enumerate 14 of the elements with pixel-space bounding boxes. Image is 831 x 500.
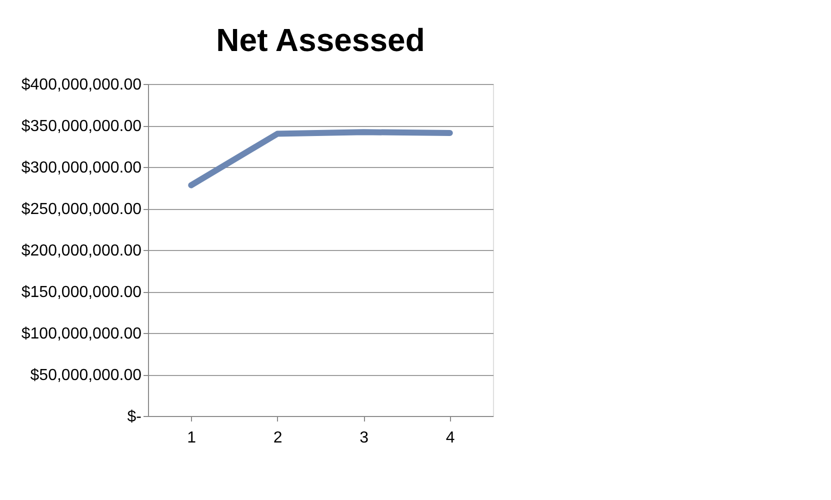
y-tick-label: $250,000,000.00 [21,201,142,218]
y-tick-label: $300,000,000.00 [21,160,142,176]
y-tick-label: $50,000,000.00 [30,367,142,384]
y-tick-label: $100,000,000.00 [21,326,142,342]
y-tick-label: $400,000,000.00 [21,76,142,94]
chart-title: Net Assessed [216,22,425,58]
x-tick-label: 4 [446,430,455,446]
y-tick-label: $350,000,000.00 [21,118,142,135]
x-tick-label: 2 [273,430,282,446]
y-tick-label: $- [127,408,142,426]
y-tick-label: $150,000,000.00 [21,284,142,301]
y-tick-label: $200,000,000.00 [21,242,142,260]
x-tick-label: 1 [187,430,196,446]
x-tick-label: 3 [360,430,369,446]
